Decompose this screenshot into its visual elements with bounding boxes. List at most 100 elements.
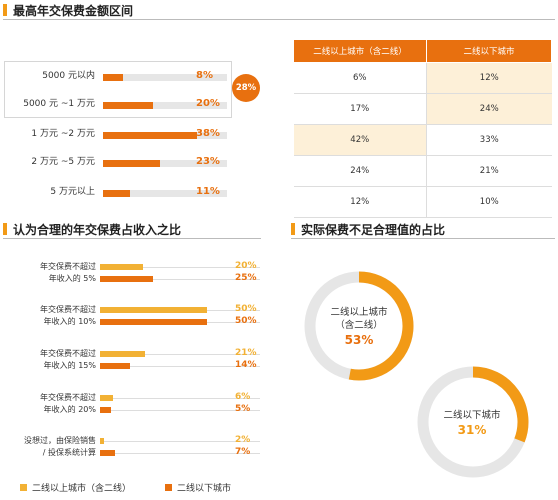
label-line: 年交保费不超过 <box>40 305 96 314</box>
table-row: 6% 12% <box>293 62 552 94</box>
bar-value-label: 11% <box>196 186 220 197</box>
bar-track <box>100 354 260 355</box>
bar-track <box>100 398 260 399</box>
bar <box>103 102 153 109</box>
table-row: 17% 24% <box>293 93 552 125</box>
label-line: 没想过，由保险销售 <box>24 436 96 445</box>
bar-value-label: 23% <box>196 156 220 167</box>
city-tier-table: 二线以上城市（含二线） 二线以下城市 6% 12% 17% 24% 42% 33… <box>293 39 552 218</box>
bar-value-label: 38% <box>196 128 220 139</box>
label-line: / 投保系统计算 <box>42 448 96 457</box>
title-underline <box>3 238 261 239</box>
bar <box>103 74 123 81</box>
bar-value-label: 6% <box>235 392 251 402</box>
bar <box>100 363 130 369</box>
bar-track <box>100 279 260 280</box>
section-title-text: 实际保费不足合理值的占比 <box>301 223 446 237</box>
donut-label-line: 二线以下城市 <box>443 410 501 421</box>
legend-label: 二线以下城市 <box>177 484 232 494</box>
table-cell: 24% <box>293 155 427 187</box>
donut-percent: 31% <box>457 423 487 437</box>
label-line: 年交保费不超过 <box>40 262 96 271</box>
label-line: 年收入的 5% <box>48 274 96 283</box>
bar-value-label: 25% <box>235 273 257 283</box>
bar-value-label: 20% <box>196 98 220 109</box>
bar-category-label: 2 万元 ~5 万元 <box>31 157 95 167</box>
bar-track <box>100 453 260 454</box>
label-line: 年收入的 10% <box>43 317 96 326</box>
table-cell: 12% <box>293 186 427 218</box>
donut-percent: 53% <box>344 333 374 347</box>
bar-track <box>100 441 260 442</box>
section-title-text: 认为合理的年交保费占收入之比 <box>13 223 182 237</box>
label-line: 年收入的 20% <box>43 405 96 414</box>
legend-swatch-yellow <box>20 484 27 491</box>
bar-value-label: 20% <box>235 261 257 271</box>
bar-category-label: 年交保费不超过 年收入的 15% <box>8 348 96 372</box>
table-cell: 6% <box>293 62 427 94</box>
bar-category-label: 年交保费不超过 年收入的 20% <box>8 392 96 416</box>
table-cell: 33% <box>426 124 552 156</box>
bar <box>100 276 154 282</box>
bar-value-label: 8% <box>196 70 213 81</box>
title-accent-bar <box>3 223 7 235</box>
bar-category-label: 5 万元以上 <box>50 187 95 197</box>
legend-label: 二线以上城市（含二线） <box>32 484 132 494</box>
bar-track <box>100 366 260 367</box>
bar-category-label: 没想过，由保险销售 / 投保系统计算 <box>8 435 96 459</box>
bar-value-label: 21% <box>235 348 257 358</box>
bar-value-label: 5% <box>235 404 251 414</box>
bar <box>100 351 145 357</box>
section-title-max-premium: 最高年交保费金额区间 <box>3 2 133 19</box>
table-cell: 24% <box>426 93 552 125</box>
table-header-tier2: 二线以下城市 <box>426 39 552 63</box>
bar-value-label: 50% <box>235 304 257 314</box>
bar <box>100 407 111 413</box>
donut-label-line: （含二线） <box>335 320 383 331</box>
bar-category-label: 5000 元以内 <box>42 71 95 81</box>
bar <box>100 395 113 401</box>
table-cell: 42% <box>293 124 427 156</box>
bar <box>100 438 105 444</box>
bar <box>100 264 143 270</box>
section-title-reasonable-ratio: 认为合理的年交保费占收入之比 <box>3 221 181 238</box>
table-row: 12% 10% <box>293 186 552 218</box>
section-title-text: 最高年交保费金额区间 <box>13 4 134 18</box>
bar <box>100 319 207 325</box>
table-cell: 12% <box>426 62 552 94</box>
table-cell: 17% <box>293 93 427 125</box>
table-cell: 10% <box>426 186 552 218</box>
donut-label-tier1: 二线以上城市 （含二线） 53% <box>309 306 409 349</box>
table-row: 24% 21% <box>293 155 552 187</box>
bar-track <box>103 160 227 167</box>
bar-category-label: 年交保费不超过 年收入的 10% <box>8 304 96 328</box>
bar-value-label: 50% <box>235 316 257 326</box>
legend-swatch-orange <box>165 484 172 491</box>
bar-track <box>100 267 260 268</box>
bar-track <box>103 190 227 197</box>
title-accent-bar <box>291 223 295 235</box>
table-header-tier1: 二线以上城市（含二线） <box>293 39 427 63</box>
donut-label-line: 二线以上城市 <box>330 307 388 318</box>
bar-category-label: 年交保费不超过年收入的 5% <box>8 261 96 285</box>
label-line: 年交保费不超过 <box>40 393 96 402</box>
bar <box>103 132 198 139</box>
group-total-badge: 28% <box>232 74 260 102</box>
table-cell: 21% <box>426 155 552 187</box>
bar <box>103 160 161 167</box>
title-underline <box>291 238 555 239</box>
bar-category-label: 1 万元 ~2 万元 <box>31 129 95 139</box>
highlight-group-box <box>4 61 232 118</box>
label-line: 年收入的 15% <box>43 361 96 370</box>
bar <box>100 450 115 456</box>
bar-value-label: 14% <box>235 360 257 370</box>
bar-value-label: 2% <box>235 435 251 445</box>
bar-track <box>103 74 227 81</box>
bar-category-label: 5000 元 ~1 万元 <box>23 99 95 109</box>
donut-label-tier2: 二线以下城市 31% <box>422 409 522 439</box>
title-accent-bar <box>3 4 7 16</box>
title-underline <box>3 19 555 20</box>
section-title-insufficient: 实际保费不足合理值的占比 <box>291 221 445 238</box>
bar <box>103 190 131 197</box>
table-row: 42% 33% <box>293 124 552 156</box>
